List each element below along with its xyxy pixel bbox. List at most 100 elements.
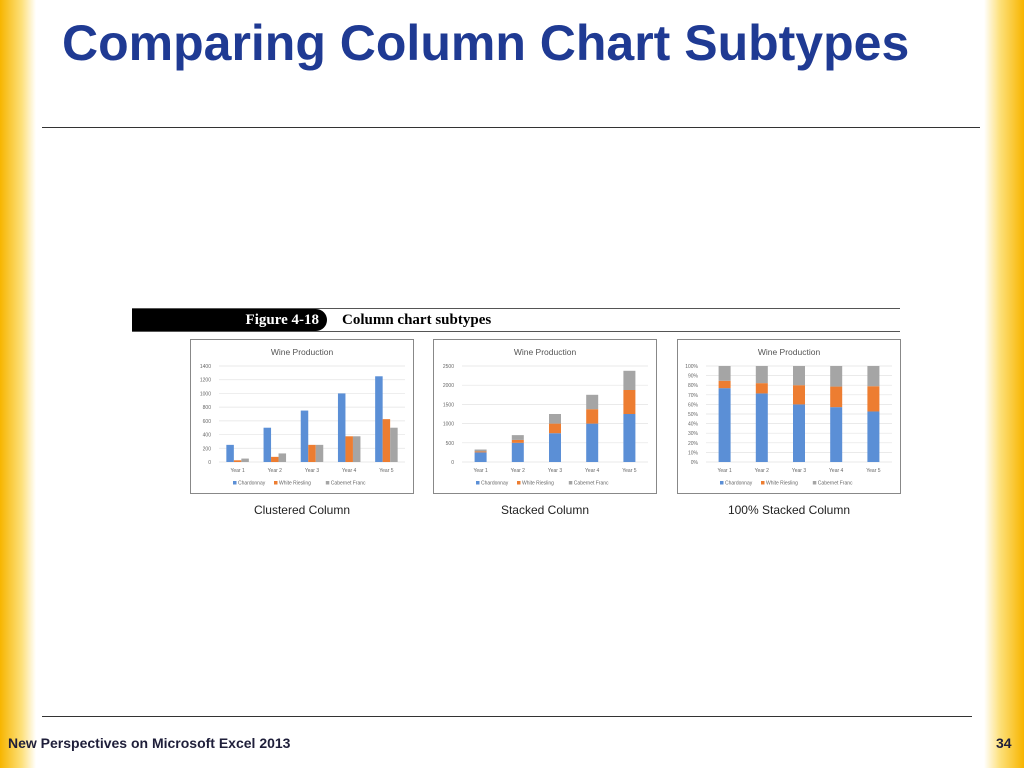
y-tick-label: 100% xyxy=(685,364,698,370)
y-tick-label: 60% xyxy=(688,402,699,408)
figure-caption: Column chart subtypes xyxy=(342,312,492,328)
y-tick-label: 1000 xyxy=(200,391,211,397)
bar-chardonnay xyxy=(755,393,768,462)
bar-white-riesling xyxy=(474,451,487,453)
x-tick-label: Year 4 xyxy=(585,468,599,474)
y-tick-label: 90% xyxy=(688,374,699,380)
bar-chardonnay xyxy=(867,411,880,462)
clustered-column-chart: Wine Production 0 200 400 600 800 1000 1200 1400… xyxy=(190,339,414,494)
x-tick-label: Year 5 xyxy=(866,468,880,474)
chart-title: Wine Production xyxy=(514,347,577,357)
x-tick-label: Year 3 xyxy=(792,468,806,474)
bar-cabernet-franc xyxy=(352,436,361,462)
legend-swatch xyxy=(720,481,724,485)
x-tick-label: Year 1 xyxy=(473,468,487,474)
bar-chardonnay xyxy=(263,427,272,462)
bar-chardonnay xyxy=(549,433,561,462)
y-tick-label: 600 xyxy=(203,419,212,425)
figure-header: Figure 4-18 Column chart subtypes xyxy=(132,308,900,332)
y-tick-label: 70% xyxy=(688,393,699,399)
caption-clustered: Clustered Column xyxy=(253,503,351,517)
bar-chardonnay xyxy=(226,444,234,462)
x-tick-label: Year 5 xyxy=(379,468,393,474)
y-tick-label: 2000 xyxy=(443,383,454,389)
bar-cabernet-franc xyxy=(623,370,636,390)
x-tick-label: Year 2 xyxy=(755,468,769,474)
x-tick-label: Year 4 xyxy=(342,468,356,474)
y-tick-label: 1200 xyxy=(200,378,211,384)
x-tick-label: Year 5 xyxy=(622,468,636,474)
x-tick-label: Year 2 xyxy=(268,468,282,474)
chart-title: Wine Production xyxy=(758,347,821,357)
legend-label: White Riesling xyxy=(766,481,798,487)
bar-cabernet-franc xyxy=(755,366,768,384)
bar-cabernet-franc xyxy=(241,458,249,462)
y-tick-label: 2500 xyxy=(443,364,454,370)
legend-swatch xyxy=(233,481,237,485)
page-number: 34 xyxy=(996,735,1012,751)
bar-cabernet-franc xyxy=(511,435,524,440)
legend-swatch xyxy=(476,481,480,485)
bar-white-riesling xyxy=(623,390,636,414)
caption-percent-stacked: 100% Stacked Column xyxy=(727,503,851,517)
y-tick-label: 0 xyxy=(208,460,211,466)
bar-cabernet-franc xyxy=(474,449,487,452)
y-tick-label: 0 xyxy=(451,460,454,466)
bar-white-riesling xyxy=(345,436,353,462)
legend-swatch xyxy=(325,481,330,485)
legend-label: White Riesling xyxy=(279,481,311,487)
title-divider xyxy=(42,127,980,128)
bar-white-riesling xyxy=(233,460,242,462)
chart-title: Wine Production xyxy=(271,347,334,357)
legend-swatch xyxy=(517,481,521,485)
y-tick-label: 1400 xyxy=(200,364,211,370)
bar-white-riesling xyxy=(271,456,279,462)
bar-cabernet-franc xyxy=(549,414,561,424)
bar-white-riesling xyxy=(549,423,561,434)
legend-swatch xyxy=(812,481,817,485)
legend-label: White Riesling xyxy=(522,481,554,487)
bar-white-riesling xyxy=(830,386,843,408)
legend-label: Chardonnay xyxy=(725,481,753,487)
bar-chardonnay xyxy=(511,442,524,462)
legend-label: Cabernet Franc xyxy=(331,481,366,487)
x-tick-label: Year 4 xyxy=(829,468,843,474)
y-tick-label: 1500 xyxy=(443,402,454,408)
figure-label: Figure 4-18 xyxy=(132,309,327,331)
bar-cabernet-franc xyxy=(278,453,287,462)
y-tick-label: 40% xyxy=(688,422,699,428)
y-tick-label: 800 xyxy=(203,405,212,411)
bar-white-riesling xyxy=(382,419,391,462)
bar-chardonnay xyxy=(300,410,309,462)
footer-text: New Perspectives on Microsoft Excel 2013 xyxy=(8,735,291,751)
left-decor-band xyxy=(0,0,36,768)
bar-white-riesling xyxy=(308,444,316,462)
y-tick-label: 200 xyxy=(203,446,212,452)
x-tick-label: Year 1 xyxy=(230,468,244,474)
bar-cabernet-franc xyxy=(586,394,599,410)
bar-chardonnay xyxy=(337,393,346,462)
bar-white-riesling xyxy=(511,439,524,443)
caption-stacked: Stacked Column xyxy=(500,503,590,517)
bar-cabernet-franc xyxy=(830,366,843,387)
stacked-column-chart: Wine Production 0 500 1000 1500 2000 2500 Year … xyxy=(433,339,657,494)
legend-label: Chardonnay xyxy=(238,481,266,487)
x-tick-label: Year 2 xyxy=(511,468,525,474)
percent-stacked-column-chart: Wine Production 0% 10% 20% 30% 40% 50% 60% 70% 80… xyxy=(677,339,901,494)
legend-swatch xyxy=(761,481,765,485)
bar-white-riesling xyxy=(718,380,731,389)
y-tick-label: 80% xyxy=(688,383,699,389)
bar-white-riesling xyxy=(867,386,880,412)
legend-swatch xyxy=(568,481,573,485)
bar-white-riesling xyxy=(586,409,599,424)
bar-chardonnay xyxy=(623,414,636,462)
x-tick-label: Year 3 xyxy=(548,468,562,474)
y-tick-label: 500 xyxy=(446,441,455,447)
bar-cabernet-franc xyxy=(390,427,398,462)
legend-label: Cabernet Franc xyxy=(818,481,853,487)
y-tick-label: 1000 xyxy=(443,422,454,428)
bar-cabernet-franc xyxy=(315,444,324,462)
bar-cabernet-franc xyxy=(867,366,880,387)
x-tick-label: Year 1 xyxy=(717,468,731,474)
y-tick-label: 50% xyxy=(688,412,699,418)
